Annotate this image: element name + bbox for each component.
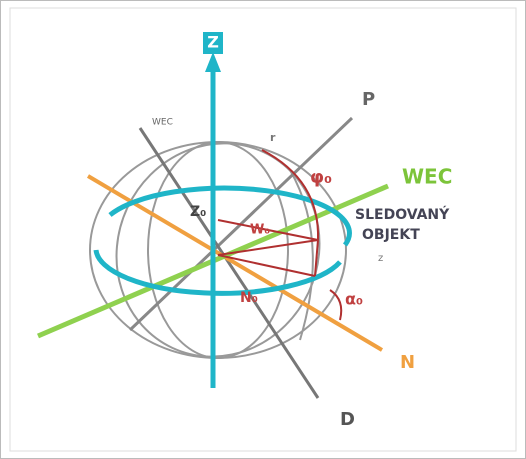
label: z (378, 253, 383, 264)
label: N₀ (240, 290, 258, 306)
meridian (115, 142, 321, 358)
label: SLEDOVANÝ (355, 205, 450, 223)
vector (217, 219, 319, 241)
label: OBJEKT (362, 227, 420, 243)
d-axis (138, 127, 320, 399)
vector (217, 254, 316, 277)
equator (93, 185, 352, 296)
vector (314, 239, 319, 277)
label: Z (207, 33, 219, 52)
label: φ₀ (310, 167, 332, 188)
meridian (289, 169, 314, 341)
label: r (270, 131, 276, 144)
label: N (400, 352, 415, 373)
labels: Z P WEC WEC SLEDOVANÝ OBJEKT N D r φ₀ Z₀… (152, 32, 452, 430)
label: WEC (152, 118, 173, 128)
label: D (340, 409, 355, 430)
label: W₀ (250, 223, 270, 238)
z-arrow (205, 52, 221, 72)
z-label-box (203, 32, 223, 54)
label: Z₀ (190, 204, 206, 220)
vectors (217, 149, 343, 321)
meridian (147, 141, 289, 359)
label: α₀ (345, 290, 363, 309)
n-axis (86, 174, 384, 352)
sphere (89, 141, 347, 359)
label: WEC (402, 165, 452, 189)
label: P (362, 89, 375, 110)
arc (261, 149, 320, 241)
vector (217, 239, 319, 256)
arc (329, 289, 343, 321)
